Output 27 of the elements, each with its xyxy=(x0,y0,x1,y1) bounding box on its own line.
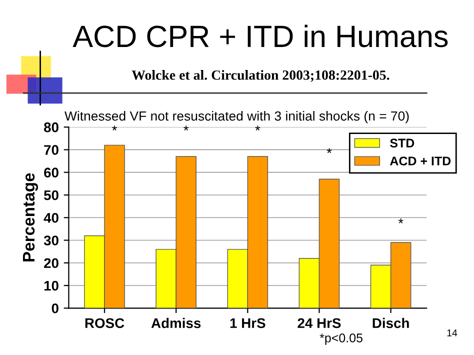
y-tick-label: 60 xyxy=(44,168,58,178)
x-tick-label: 24 HrS xyxy=(298,318,341,328)
y-tick-label: 0 xyxy=(52,303,58,314)
chart-title: ACD CPR + ITD in Humans xyxy=(72,24,448,48)
text: 14 xyxy=(447,330,458,336)
text: *p<0.05 xyxy=(320,334,362,345)
y-tick-label: 40 xyxy=(44,212,58,223)
x-tick-label: Disch xyxy=(372,318,409,328)
y-tick-label: 10 xyxy=(44,280,58,291)
annotation: * xyxy=(326,148,332,154)
y-tick-label: 70 xyxy=(44,145,58,155)
annotation: * xyxy=(184,126,189,131)
annotation: * xyxy=(112,126,118,131)
y-tick-label: 50 xyxy=(44,190,58,200)
chart-subtitle: Wolcke et al. Circulation 2003;108:2201-05. xyxy=(132,70,390,82)
annotation: * xyxy=(255,126,260,131)
y-tick-label: 80 xyxy=(44,122,58,132)
x-tick-label: 1 HrS xyxy=(230,318,266,328)
legend-label: ACD + ITD xyxy=(390,156,451,166)
x-tick-label: ROSC xyxy=(85,318,124,328)
y-tick-label: 20 xyxy=(44,258,58,268)
text: Witnessed VF not resuscitated with 3 initial shocks (n = 70) xyxy=(64,111,409,124)
x-tick-label: Admiss xyxy=(151,318,201,328)
y-tick-label: 30 xyxy=(44,236,58,246)
y-axis-title: Percentage xyxy=(23,173,38,262)
legend-label: STD xyxy=(390,138,414,148)
annotation: * xyxy=(398,218,404,224)
